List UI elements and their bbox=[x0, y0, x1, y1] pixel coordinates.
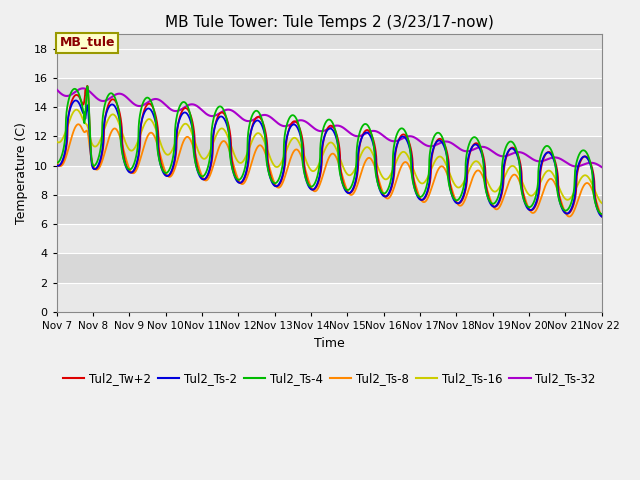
Tul2_Ts-8 bbox=[53, 158, 61, 164]
Tul2_Ts-8 bbox=[588, 185, 595, 191]
Tul2_Ts-2 bbox=[262, 138, 269, 144]
Tul2_Ts-8 bbox=[529, 210, 536, 216]
Tul2_Ts-16 bbox=[262, 143, 269, 149]
Bar bbox=[57, 283, 602, 312]
Tul2_Ts-16 bbox=[115, 120, 123, 126]
Tul2_Ts-8 bbox=[74, 121, 82, 127]
Tul2_Tw+2 bbox=[529, 207, 536, 213]
Bar bbox=[57, 107, 602, 136]
Tul2_Ts-32 bbox=[529, 156, 536, 162]
Tul2_Ts-16 bbox=[598, 200, 605, 206]
Tul2_Ts-2 bbox=[148, 108, 156, 114]
Tul2_Ts-4 bbox=[148, 99, 156, 105]
Tul2_Ts-16 bbox=[529, 192, 536, 198]
Tul2_Ts-2 bbox=[72, 97, 79, 103]
Legend: Tul2_Tw+2, Tul2_Ts-2, Tul2_Ts-4, Tul2_Ts-8, Tul2_Ts-16, Tul2_Ts-32: Tul2_Tw+2, Tul2_Ts-2, Tul2_Ts-4, Tul2_Ts… bbox=[58, 367, 600, 390]
Bar bbox=[57, 48, 602, 78]
Tul2_Ts-4 bbox=[115, 111, 123, 117]
Bar bbox=[57, 136, 602, 166]
Line: Tul2_Ts-32: Tul2_Ts-32 bbox=[57, 88, 602, 167]
Tul2_Ts-8 bbox=[285, 159, 293, 165]
Line: Tul2_Ts-4: Tul2_Ts-4 bbox=[57, 86, 602, 214]
Tul2_Ts-4 bbox=[529, 202, 536, 207]
Y-axis label: Temperature (C): Temperature (C) bbox=[15, 122, 28, 224]
Tul2_Ts-4 bbox=[598, 211, 605, 217]
Tul2_Ts-16 bbox=[285, 140, 293, 146]
Tul2_Ts-4 bbox=[53, 160, 61, 166]
Line: Tul2_Ts-16: Tul2_Ts-16 bbox=[57, 110, 602, 203]
Tul2_Ts-4 bbox=[588, 164, 595, 169]
Tul2_Ts-8 bbox=[115, 132, 123, 137]
Tul2_Ts-2 bbox=[285, 126, 293, 132]
Line: Tul2_Ts-2: Tul2_Ts-2 bbox=[57, 100, 602, 216]
Tul2_Ts-16 bbox=[588, 180, 595, 185]
Tul2_Ts-32 bbox=[588, 160, 595, 166]
Tul2_Tw+2 bbox=[262, 131, 269, 137]
Tul2_Tw+2 bbox=[285, 125, 293, 131]
Tul2_Ts-16 bbox=[148, 118, 156, 123]
Tul2_Tw+2 bbox=[598, 213, 605, 219]
Tul2_Ts-8 bbox=[565, 214, 573, 219]
Tul2_Ts-32 bbox=[148, 97, 156, 103]
Text: MB_tule: MB_tule bbox=[60, 36, 115, 49]
Tul2_Ts-2 bbox=[598, 214, 605, 219]
Tul2_Ts-32 bbox=[598, 164, 605, 170]
Bar bbox=[57, 253, 602, 283]
Line: Tul2_Tw+2: Tul2_Tw+2 bbox=[57, 86, 602, 216]
Tul2_Tw+2 bbox=[115, 108, 123, 113]
Tul2_Ts-4 bbox=[262, 152, 269, 157]
Tul2_Ts-32 bbox=[53, 87, 61, 93]
Tul2_Tw+2 bbox=[53, 162, 61, 168]
Tul2_Ts-8 bbox=[262, 152, 269, 158]
Tul2_Ts-32 bbox=[79, 85, 87, 91]
Tul2_Ts-4 bbox=[285, 115, 293, 120]
Tul2_Tw+2 bbox=[83, 83, 91, 89]
Tul2_Ts-2 bbox=[529, 206, 536, 212]
Tul2_Tw+2 bbox=[588, 162, 595, 168]
Tul2_Ts-4 bbox=[84, 84, 92, 89]
Tul2_Ts-32 bbox=[262, 112, 269, 118]
Tul2_Ts-32 bbox=[285, 122, 293, 128]
Tul2_Tw+2 bbox=[148, 102, 156, 108]
X-axis label: Time: Time bbox=[314, 336, 344, 349]
Tul2_Ts-8 bbox=[148, 130, 156, 135]
Tul2_Ts-2 bbox=[53, 163, 61, 168]
Title: MB Tule Tower: Tule Temps 2 (3/23/17-now): MB Tule Tower: Tule Temps 2 (3/23/17-now… bbox=[165, 15, 493, 30]
Bar bbox=[57, 195, 602, 224]
Bar bbox=[57, 166, 602, 195]
Tul2_Ts-16 bbox=[53, 139, 61, 144]
Tul2_Ts-16 bbox=[73, 107, 81, 113]
Tul2_Ts-32 bbox=[115, 91, 123, 96]
Tul2_Ts-8 bbox=[598, 214, 605, 219]
Bar bbox=[57, 224, 602, 253]
Bar bbox=[57, 78, 602, 107]
Tul2_Ts-2 bbox=[588, 165, 595, 170]
Tul2_Ts-2 bbox=[115, 115, 123, 120]
Line: Tul2_Ts-8: Tul2_Ts-8 bbox=[57, 124, 602, 216]
